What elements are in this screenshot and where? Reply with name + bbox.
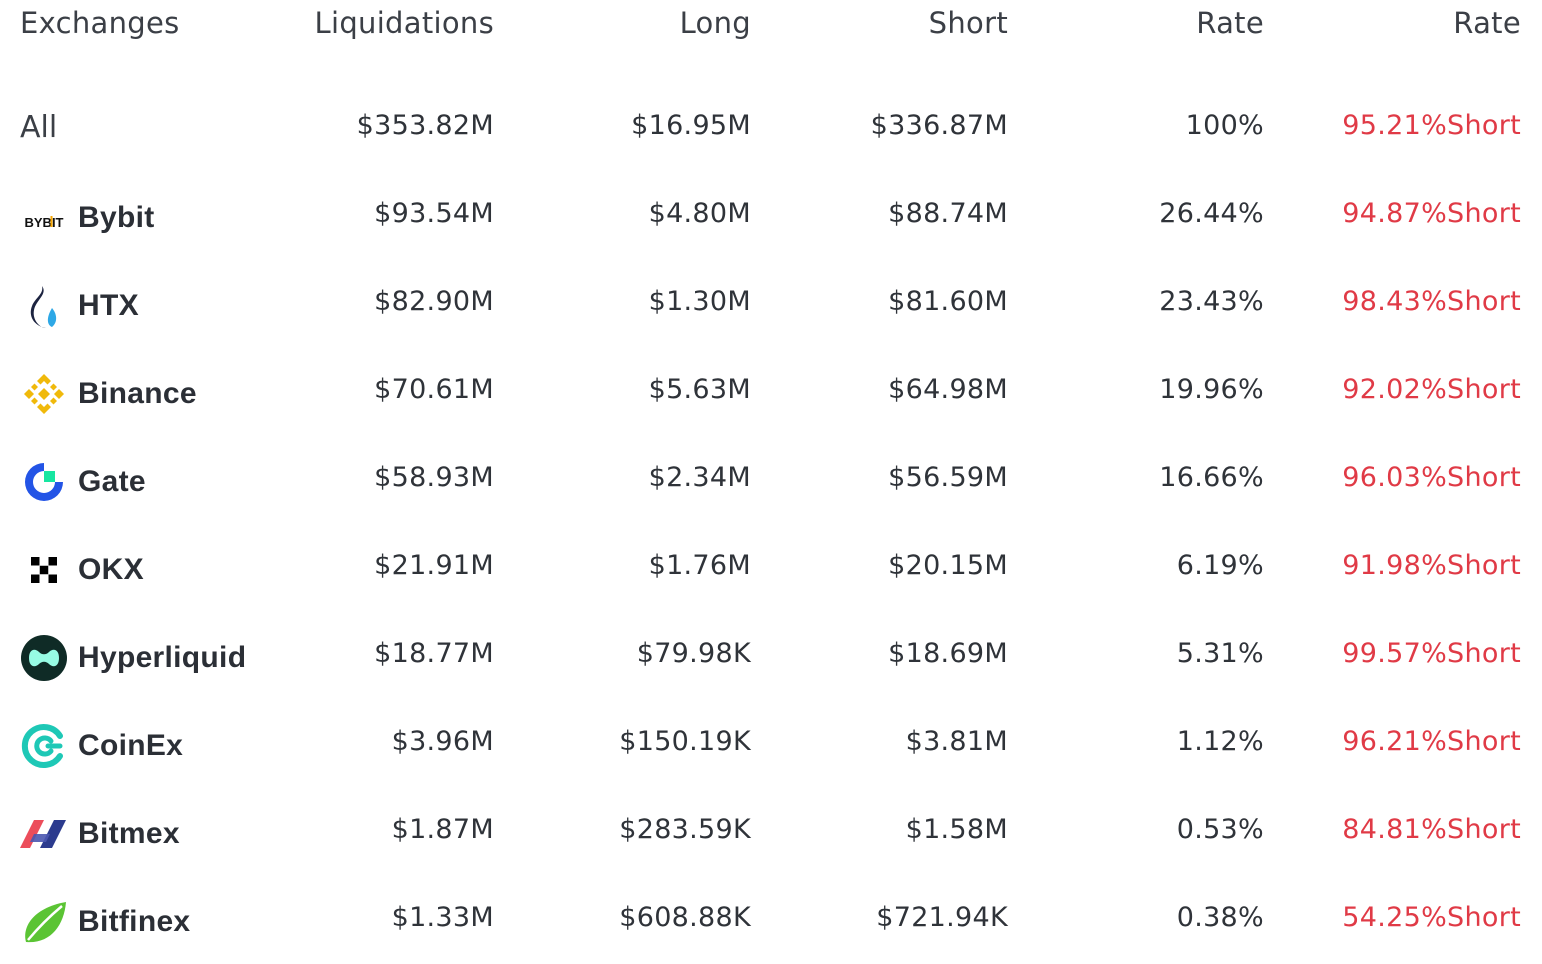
exchange-cell: Bitmex — [20, 810, 180, 858]
table-row-gate[interactable]: Gate $58.93M $2.34M $56.59M 16.66% 96.03… — [0, 436, 1542, 524]
long-value: $5.63M — [648, 374, 751, 405]
exchange-name: HTX — [78, 289, 139, 322]
rate-value: 0.53% — [1176, 814, 1264, 845]
short-value: $3.81M — [905, 726, 1008, 757]
long-value: $1.30M — [648, 286, 751, 317]
exchange-name: Bitfinex — [78, 905, 191, 938]
liquidations-value: $3.96M — [391, 726, 494, 757]
exchange-name: Bitmex — [78, 817, 180, 850]
short-ratio-value: 84.81%Short — [1342, 814, 1521, 845]
exchange-name: Binance — [78, 377, 197, 410]
liquidations-value: $93.54M — [374, 198, 494, 229]
header-liquidations[interactable]: Liquidations — [314, 6, 494, 40]
liquidations-value: $1.87M — [391, 814, 494, 845]
okx-logo-icon — [20, 546, 68, 594]
short-ratio-value: 54.25%Short — [1342, 902, 1521, 933]
exchange-cell: Gate — [20, 458, 146, 506]
long-value: $16.95M — [631, 110, 751, 141]
table-row-bybit[interactable]: BYBIT Bybit $93.54M $4.80M $88.74M 26.44… — [0, 172, 1542, 260]
exchange-name: Hyperliquid — [78, 641, 247, 674]
long-value: $1.76M — [648, 550, 751, 581]
short-ratio-value: 91.98%Short — [1342, 550, 1521, 581]
short-value: $56.59M — [888, 462, 1008, 493]
short-ratio-value: 94.87%Short — [1342, 198, 1521, 229]
table-row-hyperliquid[interactable]: Hyperliquid $18.77M $79.98K $18.69M 5.31… — [0, 612, 1542, 700]
exchange-cell: Hyperliquid — [20, 634, 246, 682]
exchange-name: All — [20, 110, 58, 145]
short-value: $336.87M — [870, 110, 1008, 141]
table-row-all[interactable]: All $353.82M $16.95M $336.87M 100% 95.21… — [0, 84, 1542, 172]
liquidations-value: $21.91M — [374, 550, 494, 581]
exchange-cell: Binance — [20, 370, 197, 418]
liquidations-value: $58.93M — [374, 462, 494, 493]
long-value: $4.80M — [648, 198, 751, 229]
rate-value: 26.44% — [1159, 198, 1264, 229]
short-value: $20.15M — [888, 550, 1008, 581]
exchange-cell: HTX — [20, 282, 139, 330]
short-value: $721.94K — [876, 902, 1008, 933]
short-ratio-value: 96.21%Short — [1342, 726, 1521, 757]
header-long[interactable]: Long — [679, 6, 751, 40]
rate-value: 5.31% — [1176, 638, 1264, 669]
liquidations-value: $353.82M — [356, 110, 494, 141]
rate-value: 0.38% — [1176, 902, 1264, 933]
table-row-binance[interactable]: Binance $70.61M $5.63M $64.98M 19.96% 92… — [0, 348, 1542, 436]
svg-text:BYBIT: BYBIT — [25, 215, 64, 230]
long-value: $608.88K — [619, 902, 751, 933]
rate-value: 1.12% — [1176, 726, 1264, 757]
bitfinex-logo-icon — [20, 898, 68, 946]
liquidations-table: Exchanges Liquidations Long Short Rate R… — [0, 0, 1542, 943]
bitmex-logo-icon — [20, 810, 68, 858]
rate-value: 23.43% — [1159, 286, 1264, 317]
long-value: $2.34M — [648, 462, 751, 493]
table-row-coinex[interactable]: CoinEx $3.96M $150.19K $3.81M 1.12% 96.2… — [0, 700, 1542, 788]
header-rate[interactable]: Rate — [1196, 6, 1264, 40]
long-value: $150.19K — [619, 726, 751, 757]
header-ratio[interactable]: Rate — [1453, 6, 1521, 40]
rate-value: 100% — [1185, 110, 1264, 141]
exchange-cell: BYBIT Bybit — [20, 194, 155, 242]
liquidations-value: $82.90M — [374, 286, 494, 317]
short-ratio-value: 96.03%Short — [1342, 462, 1521, 493]
header-exchanges[interactable]: Exchanges — [20, 6, 180, 40]
htx-logo-icon — [20, 282, 68, 330]
short-value: $88.74M — [888, 198, 1008, 229]
binance-logo-icon — [20, 370, 68, 418]
header-short[interactable]: Short — [928, 6, 1008, 40]
liquidations-value: $70.61M — [374, 374, 494, 405]
long-value: $79.98K — [636, 638, 751, 669]
rate-value: 16.66% — [1159, 462, 1264, 493]
short-ratio-value: 99.57%Short — [1342, 638, 1521, 669]
rate-value: 19.96% — [1159, 374, 1264, 405]
liquidations-value: $18.77M — [374, 638, 494, 669]
table-row-okx[interactable]: OKX $21.91M $1.76M $20.15M 6.19% 91.98%S… — [0, 524, 1542, 612]
table-row-htx[interactable]: HTX $82.90M $1.30M $81.60M 23.43% 98.43%… — [0, 260, 1542, 348]
exchange-name: Bybit — [78, 201, 155, 234]
table-row-bitmex[interactable]: Bitmex $1.87M $283.59K $1.58M 0.53% 84.8… — [0, 788, 1542, 876]
short-value: $18.69M — [888, 638, 1008, 669]
coinex-logo-icon — [20, 722, 68, 770]
exchange-name: CoinEx — [78, 729, 184, 762]
table-header: Exchanges Liquidations Long Short Rate R… — [0, 0, 1542, 88]
long-value: $283.59K — [619, 814, 751, 845]
table-row-bitfinex[interactable]: Bitfinex $1.33M $608.88K $721.94K 0.38% … — [0, 876, 1542, 964]
short-value: $64.98M — [888, 374, 1008, 405]
exchange-name: OKX — [78, 553, 144, 586]
liquidations-value: $1.33M — [391, 902, 494, 933]
short-ratio-value: 98.43%Short — [1342, 286, 1521, 317]
rate-value: 6.19% — [1176, 550, 1264, 581]
exchange-name: Gate — [78, 465, 146, 498]
short-ratio-value: 95.21%Short — [1342, 110, 1521, 141]
short-value: $1.58M — [905, 814, 1008, 845]
exchange-cell: OKX — [20, 546, 144, 594]
hyperliquid-logo-icon — [20, 634, 68, 682]
short-value: $81.60M — [888, 286, 1008, 317]
short-ratio-value: 92.02%Short — [1342, 374, 1521, 405]
gate-logo-icon — [20, 458, 68, 506]
bybit-logo-icon: BYBIT — [20, 194, 68, 242]
exchange-cell: Bitfinex — [20, 898, 190, 946]
exchange-cell: CoinEx — [20, 722, 183, 770]
